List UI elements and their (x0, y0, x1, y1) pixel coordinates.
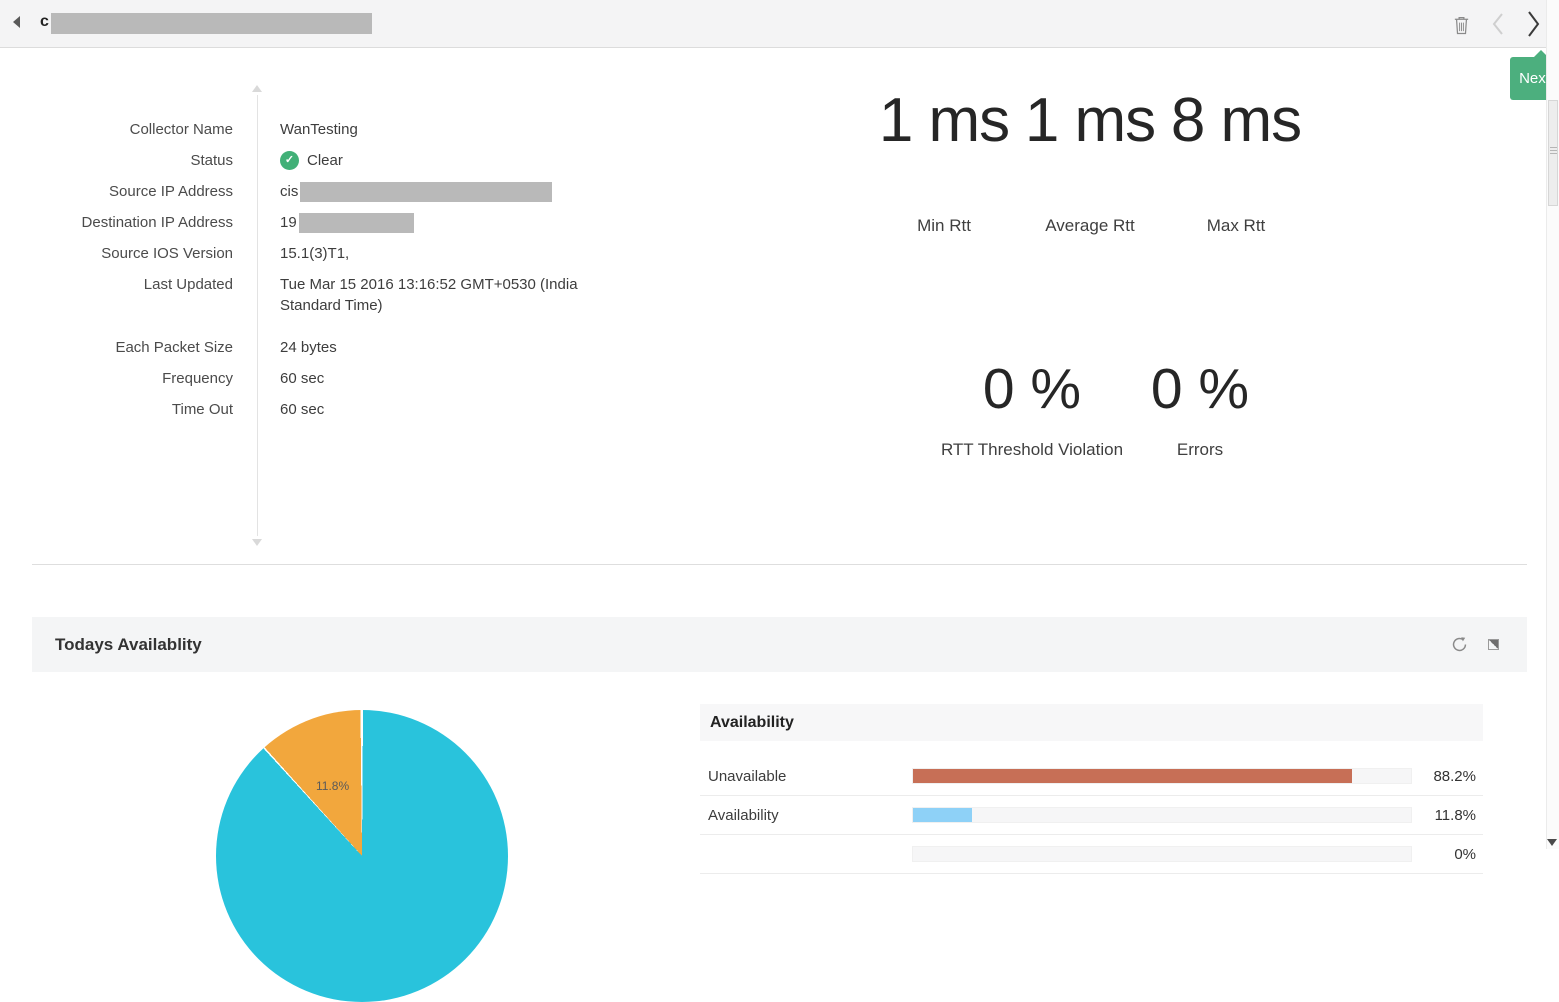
redaction-block (298, 213, 414, 234)
table-row: 0% (700, 835, 1483, 874)
row-value: 0% (1454, 845, 1476, 863)
detail-value: cis (280, 181, 553, 203)
scrollbar-thumb[interactable] (1548, 100, 1558, 206)
next-chevron-icon[interactable] (1525, 9, 1541, 39)
detail-label: Collector Name (129, 121, 233, 138)
widget-title: Todays Availablity (55, 634, 202, 654)
status-text: Clear (307, 152, 343, 169)
row-value: 88.2% (1433, 767, 1476, 785)
vertical-scrollbar (1546, 0, 1559, 849)
row-label: Unavailable (708, 767, 787, 785)
availability-pie (216, 710, 508, 1002)
metric-max-rtt: 8 ms Max Rtt (1163, 76, 1309, 236)
page-title: c (40, 13, 49, 30)
metric-label: RTT Threshold Violation (940, 440, 1124, 459)
row-label: Availability (708, 806, 779, 824)
detail-row: Frequency 60 sec (32, 368, 610, 389)
metric-rtt-threshold-violation: 0 % RTT Threshold Violation (912, 350, 1152, 460)
metric-value: 0 % (982, 357, 1082, 421)
detail-value: 60 sec (280, 401, 325, 419)
bar-track (912, 846, 1412, 862)
details-divider (252, 85, 262, 546)
expand-icon[interactable] (1488, 639, 1499, 650)
detail-row: Last Updated Tue Mar 15 2016 13:16:52 GM… (32, 274, 610, 316)
bar-fill-unavailable (913, 769, 1353, 783)
collector-details: Collector Name WanTesting Status ✓ Clear… (32, 119, 610, 430)
detail-label: Status (190, 152, 233, 169)
metric-errors: 0 % Errors (1080, 350, 1320, 460)
previous-chevron-icon[interactable] (1491, 11, 1505, 37)
metric-min-rtt: 1 ms Min Rtt (871, 76, 1017, 236)
table-row: Availability 11.8% (700, 796, 1483, 835)
detail-label: Source IOS Version (101, 245, 233, 263)
metric-label: Average Rtt (1045, 216, 1135, 235)
redaction-block (300, 182, 553, 203)
status-clear-icon: ✓ (280, 151, 299, 170)
pie-slice-label: 11.8% (316, 779, 350, 793)
row-value: 11.8% (1434, 806, 1476, 824)
rtt-metrics: 1 ms Min Rtt 1 ms Average Rtt 8 ms Max R… (871, 76, 1309, 236)
todays-availability-widget-header: Todays Availablity (32, 617, 1527, 672)
detail-row: Source IOS Version 15.1(3)T1, (32, 243, 610, 264)
metric-value: 0 % (1150, 357, 1250, 421)
bar-track (912, 768, 1412, 784)
detail-value: 19 (280, 212, 414, 234)
detail-value: ✓ Clear (280, 150, 343, 171)
metric-label: Min Rtt (917, 216, 971, 235)
metric-label: Max Rtt (1206, 216, 1266, 235)
availability-table-header: Availability (700, 704, 1483, 741)
detail-row: Source IP Address cis (32, 181, 610, 203)
table-row: Unavailable 88.2% (700, 757, 1483, 796)
detail-value: WanTesting (280, 121, 358, 138)
detail-row: Destination IP Address 19 (32, 212, 610, 234)
detail-value: 15.1(3)T1, (280, 245, 350, 263)
detail-label: Time Out (171, 401, 233, 419)
scroll-down-arrow-icon[interactable] (1547, 839, 1557, 846)
metric-value: 1 ms (878, 86, 1010, 155)
title-redaction-block (51, 13, 372, 34)
detail-label: Each Packet Size (115, 339, 233, 357)
scrollbar-grip (1549, 147, 1557, 155)
back-arrow-icon[interactable] (12, 15, 28, 33)
detail-row: Each Packet Size 24 bytes (32, 337, 610, 358)
refresh-icon[interactable] (1451, 636, 1468, 653)
detail-row: Status ✓ Clear (32, 150, 610, 171)
metric-average-rtt: 1 ms Average Rtt (1017, 76, 1163, 236)
metric-value: 1 ms (1024, 86, 1156, 155)
detail-value: Tue Mar 15 2016 13:16:52 GMT+0530 (India… (280, 276, 578, 315)
detail-row: Collector Name WanTesting (32, 119, 610, 140)
detail-value: 24 bytes (280, 339, 337, 357)
bar-track (912, 807, 1412, 823)
detail-label: Last Updated (143, 276, 233, 294)
detail-row: Time Out 60 sec (32, 399, 610, 420)
detail-label: Frequency (162, 370, 233, 388)
delete-icon[interactable] (1452, 14, 1471, 35)
bar-fill-availability (913, 808, 972, 822)
section-divider (32, 564, 1527, 565)
top-bar: c (0, 0, 1559, 48)
detail-value: 60 sec (280, 370, 325, 388)
detail-label: Source IP Address (109, 183, 233, 200)
metric-value: 8 ms (1170, 86, 1302, 155)
detail-label: Destination IP Address (81, 214, 233, 232)
metric-label: Errors (1176, 440, 1224, 459)
